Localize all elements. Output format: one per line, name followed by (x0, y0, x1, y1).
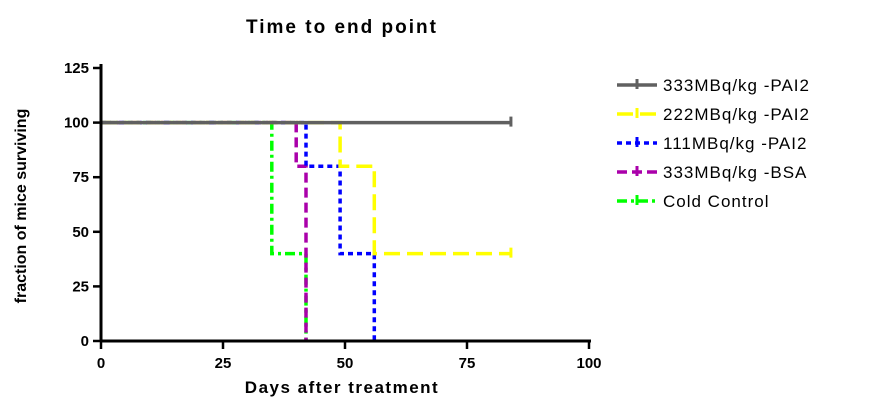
y-tick-label-100: 100 (64, 115, 89, 132)
axes: 0 25 50 75 100 0 25 50 75 100 125 (64, 60, 602, 372)
series-line-3 (101, 120, 377, 341)
y-tick-label-125: 125 (64, 60, 89, 77)
chart-title: Time to end point (246, 17, 438, 38)
x-tick-label-0: 0 (97, 355, 105, 372)
x-tick-label-75: 75 (459, 355, 476, 372)
legend: 333MBq/kg -PAI2 222MBq/kg -PAI2 111MBq/kg … (617, 76, 810, 211)
x-axis-label: Days after treatment (245, 378, 439, 397)
x-tick-label-25: 25 (215, 355, 232, 372)
y-tick-label-0: 0 (81, 333, 89, 350)
series-line-5 (101, 120, 308, 341)
y-tick-label-25: 25 (72, 278, 89, 295)
x-tick-label-100: 100 (576, 355, 601, 372)
series-line-4 (101, 120, 308, 341)
legend-label-5: Cold Control (663, 192, 770, 211)
legend-label-4: 333MBq/kg -BSA (663, 163, 807, 182)
legend-label-1: 333MBq/kg -PAI2 (663, 76, 810, 95)
legend-label-3: 111MBq/kg -PAI2 (663, 134, 807, 153)
y-tick-label-50: 50 (72, 224, 89, 241)
plot-area (101, 116, 513, 341)
y-axis-label: fraction of mice surviving (13, 109, 30, 304)
x-tick-label-50: 50 (337, 355, 354, 372)
y-tick-label-75: 75 (72, 169, 89, 186)
legend-label-2: 222MBq/kg -PAI2 (663, 105, 810, 124)
